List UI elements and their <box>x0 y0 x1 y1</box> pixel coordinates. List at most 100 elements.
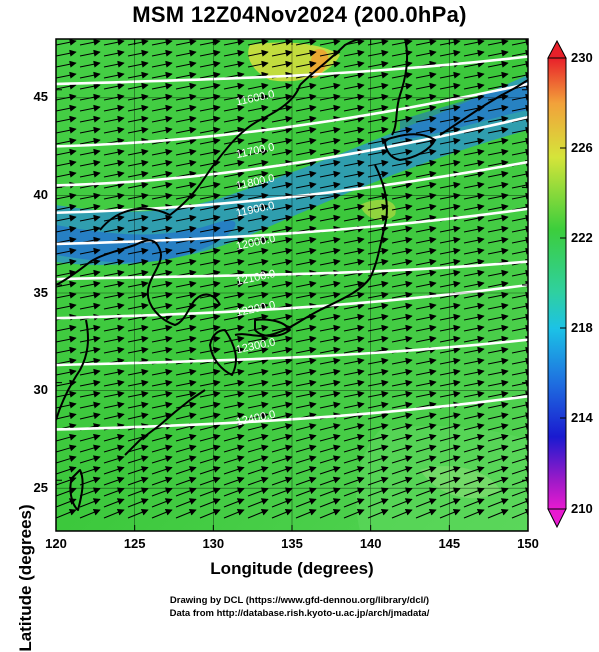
wind-arrow <box>367 71 389 79</box>
wind-arrow <box>391 71 413 79</box>
wind-arrow <box>511 170 528 178</box>
wind-arrow <box>295 126 317 134</box>
wind-arrow <box>127 444 149 453</box>
wind-arrow <box>175 313 197 321</box>
wind-arrow <box>56 324 77 332</box>
wind-arrow <box>127 335 149 343</box>
wind-arrow <box>151 258 173 266</box>
wind-arrow <box>391 487 413 497</box>
wind-arrow <box>175 509 197 519</box>
wind-arrow <box>56 159 77 167</box>
contour-line <box>56 207 528 246</box>
wind-arrow <box>415 137 437 145</box>
wind-arrow <box>103 181 125 189</box>
wind-arrow <box>487 379 509 387</box>
wind-arrow <box>271 82 293 90</box>
wind-arrow <box>439 444 461 453</box>
wind-arrow <box>223 60 245 68</box>
wind-arrow <box>247 236 269 244</box>
wind-arrow <box>271 115 293 123</box>
wind-arrow <box>175 291 197 299</box>
wind-arrow <box>487 476 509 486</box>
wind-arrow <box>343 455 365 464</box>
wind-arrow <box>319 148 341 156</box>
wind-arrow <box>79 455 101 464</box>
wind-arrow <box>79 368 101 376</box>
wind-arrow <box>199 466 221 475</box>
wind-arrow <box>199 214 221 222</box>
wind-arrow <box>511 192 528 200</box>
wind-arrow <box>175 335 197 343</box>
wind-arrow <box>487 335 509 343</box>
wind-arrow <box>439 455 461 464</box>
wind-arrow <box>247 302 269 310</box>
wind-arrow <box>391 455 413 464</box>
wind-arrow <box>151 412 173 420</box>
wind-arrow <box>511 236 528 244</box>
wind-arrow <box>295 390 317 398</box>
wind-arrow <box>56 455 77 464</box>
wind-arrow <box>271 379 293 387</box>
wind-arrow <box>247 137 269 145</box>
wind-arrow <box>487 346 509 354</box>
wind-arrow <box>415 39 437 46</box>
wind-arrow <box>223 401 245 409</box>
wind-arrow <box>511 313 528 321</box>
wind-arrow <box>79 302 101 310</box>
wind-arrow <box>511 269 528 277</box>
wind-arrow <box>391 225 413 233</box>
wind-arrow <box>223 247 245 255</box>
wind-arrow <box>271 247 293 255</box>
wind-arrow <box>79 115 101 123</box>
wind-arrow <box>295 159 317 167</box>
wind-arrow <box>439 137 461 145</box>
wind-arrow <box>343 247 365 255</box>
wind-arrow <box>175 379 197 387</box>
wind-arrow <box>415 104 437 112</box>
wind-arrow <box>175 126 197 134</box>
wind-arrow <box>319 444 341 453</box>
wind-arrow <box>463 60 485 68</box>
wind-arrow <box>439 324 461 332</box>
wind-arrow <box>415 302 437 310</box>
y-axis-label: Latitude (degrees) <box>16 504 35 652</box>
wind-arrow <box>175 170 197 178</box>
wind-arrow <box>103 466 125 475</box>
wind-arrow <box>295 498 317 508</box>
wind-arrow <box>79 487 101 497</box>
wind-arrow <box>319 280 341 288</box>
wind-arrow <box>391 247 413 255</box>
wind-arrow <box>319 487 341 497</box>
wind-arrow <box>439 368 461 376</box>
wind-arrow <box>319 509 341 519</box>
wind-arrow <box>391 49 413 57</box>
wind-arrow <box>391 302 413 310</box>
wind-arrow <box>367 509 389 519</box>
wind-arrow <box>223 335 245 343</box>
wind-arrow <box>439 258 461 266</box>
wind-arrow <box>367 126 389 134</box>
colorbar-tick-label: 214 <box>571 410 593 425</box>
wind-arrow <box>103 433 125 442</box>
wind-arrow <box>199 126 221 134</box>
wind-arrow <box>56 39 77 46</box>
contour-line <box>56 338 528 367</box>
wind-arrow <box>343 302 365 310</box>
wind-arrow <box>487 280 509 288</box>
wind-arrow <box>295 509 317 519</box>
wind-arrow <box>391 368 413 376</box>
wind-arrow <box>367 390 389 398</box>
wind-arrow <box>271 357 293 365</box>
wind-arrow <box>247 412 269 420</box>
wind-arrow <box>223 390 245 398</box>
wind-arrow <box>79 412 101 420</box>
wind-arrow <box>343 368 365 376</box>
wind-arrow <box>79 82 101 90</box>
wind-arrow <box>56 269 77 277</box>
wind-arrow <box>415 455 437 464</box>
wind-arrow <box>271 313 293 321</box>
wind-arrow <box>295 225 317 233</box>
wind-arrow <box>367 498 389 508</box>
wind-arrow <box>271 444 293 453</box>
wind-arrow <box>127 115 149 123</box>
